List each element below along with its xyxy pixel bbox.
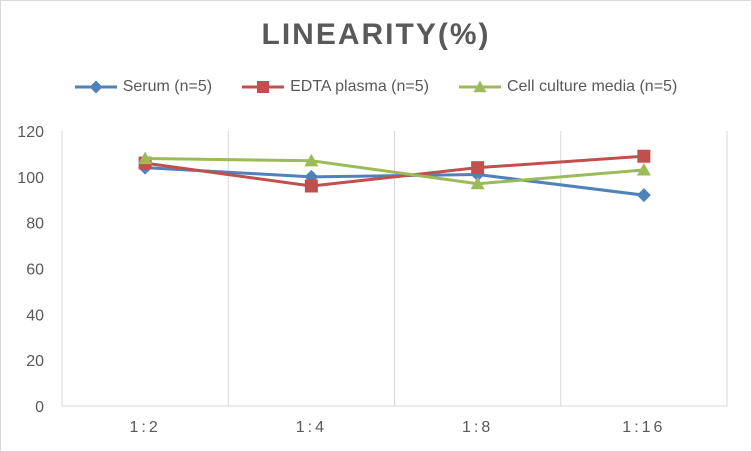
data-point bbox=[304, 179, 318, 193]
y-tick-label: 20 bbox=[26, 353, 44, 370]
data-point bbox=[304, 153, 319, 167]
legend-symbol bbox=[74, 80, 117, 94]
legend-item: Cell culture media (n=5) bbox=[458, 78, 678, 96]
legend-label: Serum (n=5) bbox=[122, 78, 213, 95]
x-tick-label: 1:4 bbox=[296, 419, 327, 436]
legend-item: EDTA plasma (n=5) bbox=[242, 78, 429, 96]
legend-marker bbox=[257, 81, 270, 93]
series-line bbox=[145, 157, 644, 186]
series-line bbox=[144, 154, 644, 188]
x-tick-label: 1:16 bbox=[622, 419, 665, 436]
legend-label: EDTA plasma (n=5) bbox=[290, 78, 429, 95]
legend-label: Cell culture media (n=5) bbox=[506, 78, 678, 95]
data-point bbox=[470, 176, 485, 190]
legend-item: Serum (n=5) bbox=[74, 78, 213, 96]
x-tick-label: 1:8 bbox=[462, 419, 493, 436]
y-tick-label: 80 bbox=[26, 216, 44, 233]
y-tick-label: 60 bbox=[26, 262, 44, 279]
legend-marker bbox=[89, 80, 103, 94]
legend-marker bbox=[473, 80, 487, 93]
data-point bbox=[637, 149, 651, 163]
x-tick-label: 1:2 bbox=[130, 419, 161, 436]
data-point bbox=[471, 161, 485, 175]
y-tick-label: 120 bbox=[17, 124, 44, 141]
legend: Serum (n=5) EDTA plasma (n=5) Cell culture… bbox=[0, 78, 752, 96]
data-point bbox=[138, 151, 153, 165]
data-point bbox=[636, 188, 651, 203]
legend-symbol bbox=[242, 81, 285, 93]
chart-title: LINEARITY(%) bbox=[261, 18, 491, 51]
y-tick-label: 100 bbox=[17, 170, 44, 187]
y-tick-label: 0 bbox=[35, 399, 44, 416]
y-tick-label: 40 bbox=[26, 307, 44, 324]
data-point bbox=[636, 162, 651, 176]
legend-symbol bbox=[458, 80, 501, 93]
